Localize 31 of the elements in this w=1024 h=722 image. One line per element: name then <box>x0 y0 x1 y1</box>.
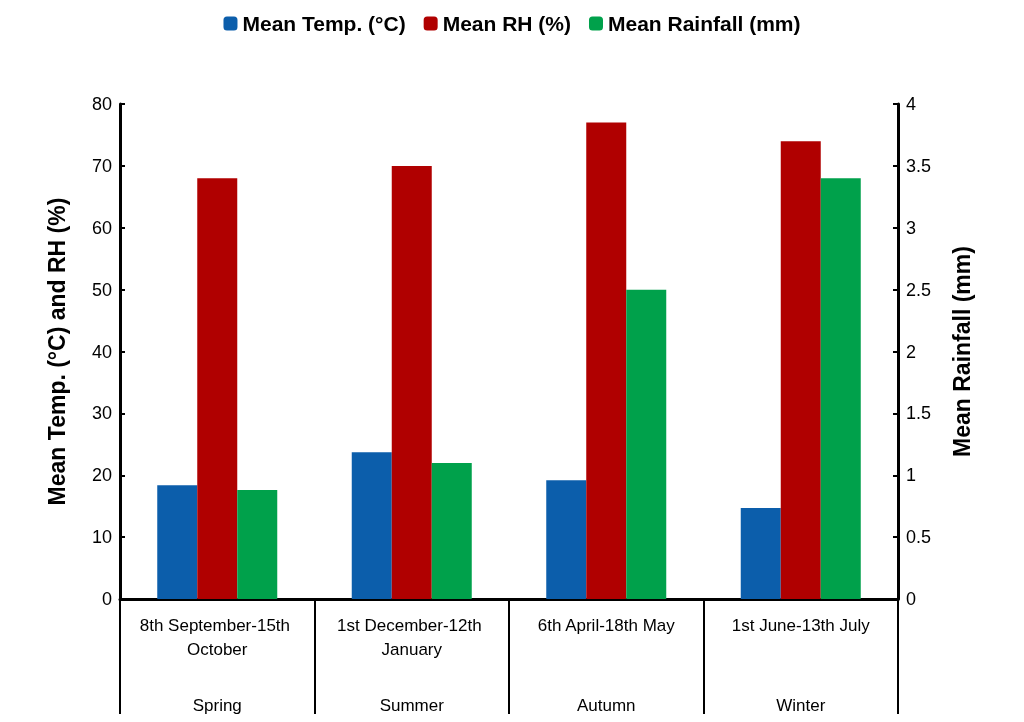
y2-tick-label: 1.5 <box>906 403 932 424</box>
y-tick-label: 80 <box>91 94 112 114</box>
y2-tick-label: 3 <box>906 217 917 238</box>
y2-tick-label: 0 <box>906 589 917 609</box>
legend-label: Mean Rainfall (mm) <box>608 12 801 35</box>
x-tick-label: 6th April-18th May <box>537 615 676 635</box>
y2-axis-title: Mean Rainfall (mm) <box>948 246 975 457</box>
y-tick-label: 0 <box>101 589 112 609</box>
y-tick-label: 10 <box>91 527 112 548</box>
text: Summer <box>379 696 445 715</box>
y-tick-label: 20 <box>91 465 112 486</box>
y-tick-label: 50 <box>91 279 112 300</box>
x-tick-label: 8th September-15th October <box>139 615 295 659</box>
y-axis-title: Mean Temp. (°C) and RH (%) <box>43 197 70 506</box>
text: Winter <box>776 696 826 715</box>
y2-tick-label: 2 <box>906 341 917 362</box>
y2-tick-label: 3.5 <box>906 155 932 176</box>
text: Spring <box>192 696 242 715</box>
y-tick-label: 30 <box>91 403 112 424</box>
y-tick-label: 70 <box>91 155 112 176</box>
y2-tick-label: 4 <box>906 94 917 114</box>
y2-tick-label: 0.5 <box>906 527 932 548</box>
x-tick-label: 1st June-13th July <box>731 615 871 635</box>
text: Autumn <box>576 696 636 715</box>
legend-label: Mean Temp. (°C) <box>242 12 406 35</box>
x-tick-label: 1st December-12th January <box>337 615 487 659</box>
y2-tick-label: 1 <box>906 465 917 486</box>
y-tick-label: 60 <box>91 217 112 238</box>
legend-label: Mean RH (%) <box>442 12 571 35</box>
y2-tick-label: 2.5 <box>906 279 932 300</box>
y-tick-label: 40 <box>91 341 112 362</box>
